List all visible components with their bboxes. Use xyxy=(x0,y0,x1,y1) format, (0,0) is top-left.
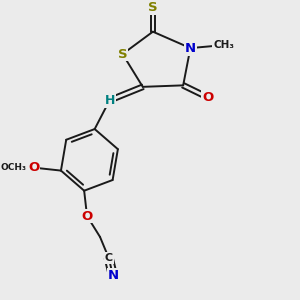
Text: N: N xyxy=(107,269,118,282)
Text: O: O xyxy=(28,161,39,174)
Text: S: S xyxy=(118,48,128,61)
Text: O: O xyxy=(202,91,213,104)
Text: C: C xyxy=(105,253,113,263)
Text: H: H xyxy=(104,94,115,107)
Text: N: N xyxy=(185,42,196,55)
Text: O: O xyxy=(81,210,93,223)
Text: OCH₃: OCH₃ xyxy=(0,163,26,172)
Text: CH₃: CH₃ xyxy=(213,40,234,50)
Text: S: S xyxy=(148,1,158,14)
